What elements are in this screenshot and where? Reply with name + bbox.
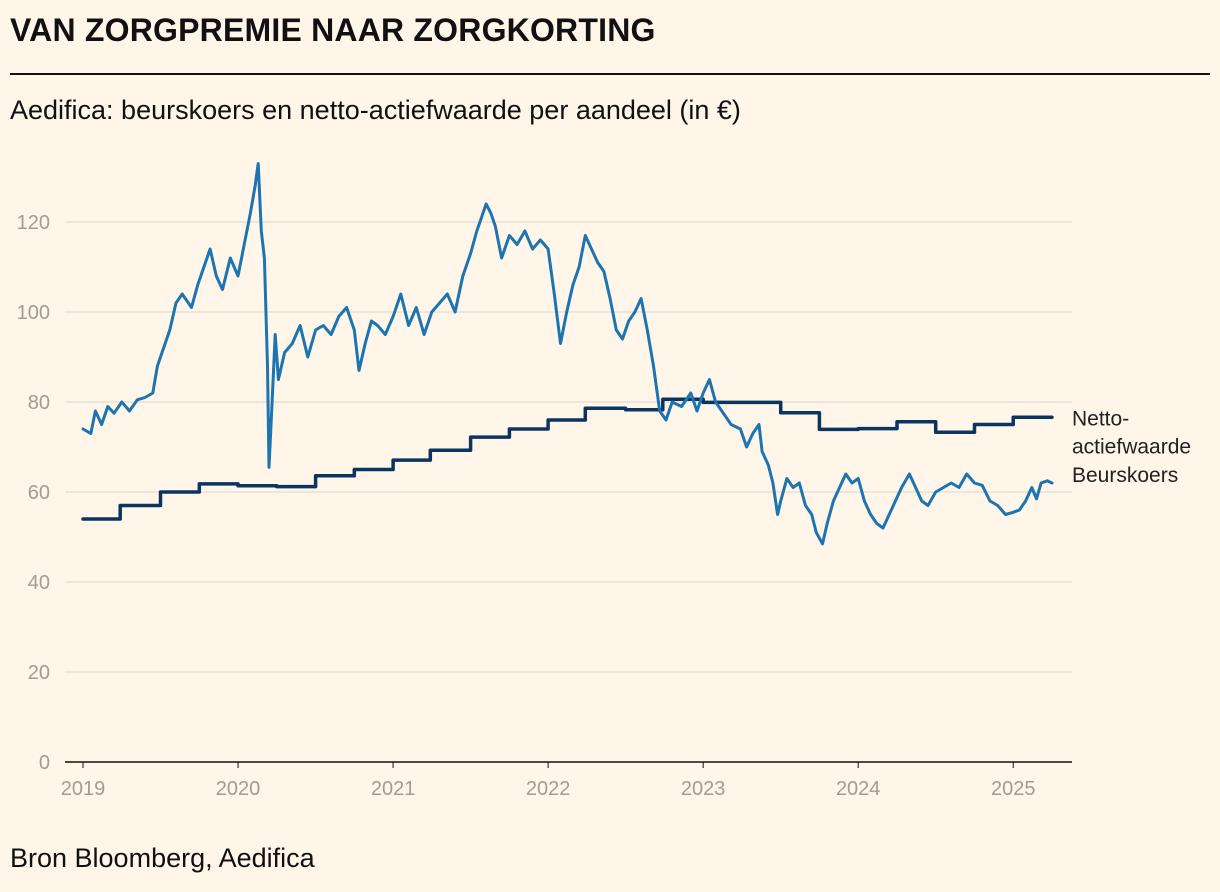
y-tick-label-0: 0 xyxy=(39,752,50,774)
series-labels: Netto-actiefwaarde Beurskoers xyxy=(1072,407,1191,487)
title-divider xyxy=(10,73,1210,75)
x-tick-label-2023: 2023 xyxy=(681,778,726,800)
gridlines xyxy=(65,221,1072,763)
y-tick-label-40: 40 xyxy=(28,572,50,594)
chart-subtitle: Aedifica: beurskoers en netto-actiefwaar… xyxy=(10,95,741,125)
series-label-netto-actiefwaarde-line-2: actiefwaarde xyxy=(1072,435,1191,458)
series-line-netto-actiefwaarde xyxy=(81,397,1054,521)
series-lines xyxy=(81,162,1054,546)
x-tick-label-2019: 2019 xyxy=(61,778,106,800)
y-tick-label-100: 100 xyxy=(17,302,50,324)
x-axis-ticks: 2019 2020 2021 2022 2023 2024 2025 xyxy=(61,762,1036,800)
y-tick-label-80: 80 xyxy=(28,392,50,414)
source-note: Bron Bloomberg, Aedifica xyxy=(10,843,315,873)
y-tick-label-20: 20 xyxy=(28,662,50,684)
y-axis-ticks: 0 20 40 60 80 100 120 xyxy=(17,212,50,774)
x-tick-label-2020: 2020 xyxy=(216,778,261,800)
series-label-netto-actiefwaarde-line-1: Netto- xyxy=(1072,407,1129,430)
series-label-beurskoers: Beurskoers xyxy=(1072,464,1178,487)
chart-title: VAN ZORGPREMIE NAAR ZORGKORTING xyxy=(10,12,656,48)
x-tick-label-2025: 2025 xyxy=(991,778,1036,800)
y-tick-label-120: 120 xyxy=(17,212,50,234)
x-tick-label-2024: 2024 xyxy=(836,778,881,800)
x-tick-label-2021: 2021 xyxy=(371,778,416,800)
series-line-beurskoers xyxy=(81,162,1054,546)
y-tick-label-60: 60 xyxy=(28,482,50,504)
x-tick-label-2022: 2022 xyxy=(526,778,571,800)
